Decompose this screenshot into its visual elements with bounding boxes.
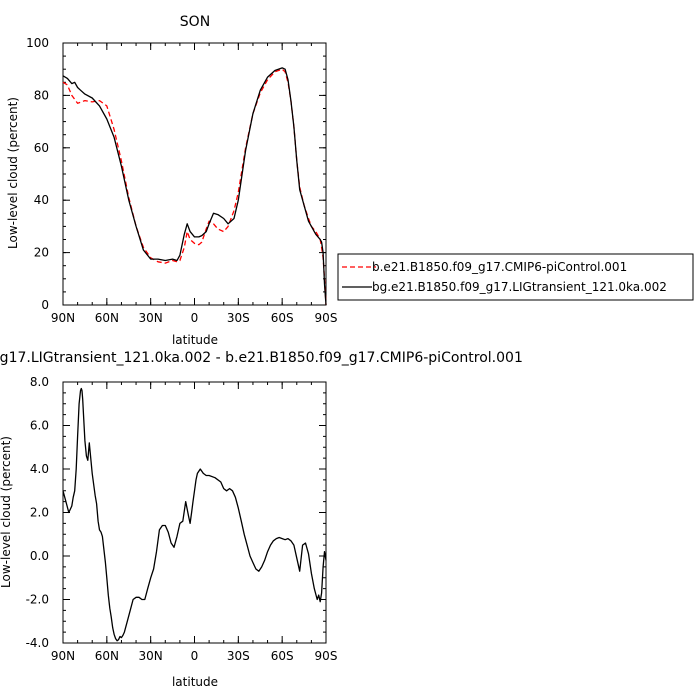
top-x-tick-label: 90N (51, 311, 75, 325)
top-x-tick-label: 60S (271, 311, 294, 325)
bottom-title: bg.e21.B1850.f09_g17.LIGtransient_121.0k… (0, 350, 523, 366)
top-x-axis-label: latitude (172, 333, 218, 347)
top-y-axis-label: Low-level cloud (percent) (6, 97, 20, 249)
bottom-y-axis-label: Low-level cloud (percent) (0, 436, 13, 588)
bottom-x-tick-label: 30S (227, 649, 250, 663)
bottom-y-tick-label: 4.0 (30, 462, 49, 476)
bottom-plot-area: 90N 60N 30N 0 30S 60S 90S -4.0 -2.0 0.0 2.0 4.0 6.0 8… (26, 375, 338, 663)
bottom-x-tick-label: 30N (139, 649, 163, 663)
legend-label-ligtransient: bg.e21.B1850.f09_g17.LIGtransient_121.0k… (372, 280, 667, 294)
top-x-tick-label: 90S (315, 311, 338, 325)
bottom-panel: bg.e21.B1850.f09_g17.LIGtransient_121.0k… (0, 350, 523, 689)
top-series-line-1 (62, 67, 327, 306)
bottom-x-tick-label: 0 (191, 649, 199, 663)
bottom-x-tick-label: 90N (51, 649, 75, 663)
bottom-y-tick-label: 0.0 (30, 549, 49, 563)
top-x-tick-label: 60N (95, 311, 119, 325)
bottom-y-tick-label: -2.0 (26, 593, 49, 607)
top-y-tick-label: 20 (34, 246, 49, 260)
legend-label-picontrol: b.e21.B1850.f09_g17.CMIP6-piControl.001 (372, 260, 627, 274)
bottom-x-tick-label: 60N (95, 649, 119, 663)
legend: b.e21.B1850.f09_g17.CMIP6-piControl.001 … (337, 253, 694, 301)
bottom-x-tick-label: 60S (271, 649, 294, 663)
bottom-y-tick-label: -4.0 (26, 636, 49, 650)
bottom-y-tick-label: 2.0 (30, 506, 49, 520)
top-y-tick-label: 40 (34, 193, 49, 207)
bottom-series-line-0 (62, 387, 327, 642)
top-plot-area: 90N 60N 30N 0 30S 60S 90S 0 20 40 60 80 100 (26, 36, 337, 325)
top-y-tick-label: 100 (26, 36, 49, 50)
top-y-tick-label: 80 (34, 88, 49, 102)
top-x-tick-label: 0 (191, 311, 199, 325)
legend-box (337, 253, 694, 301)
bottom-x-axis-label: latitude (172, 675, 218, 689)
top-x-tick-label: 30S (227, 311, 250, 325)
bottom-x-tick-label: 90S (315, 649, 338, 663)
top-y-tick-label: 0 (41, 298, 49, 312)
top-panel: SON 90N 60N 30N 0 30S 60S 90S 0 20 40 60 80 100 lati… (6, 14, 337, 347)
top-x-tick-label: 30N (139, 311, 163, 325)
top-y-tick-label: 60 (34, 141, 49, 155)
top-title: SON (180, 14, 210, 30)
bottom-y-tick-label: 6.0 (30, 419, 49, 433)
bottom-y-tick-label: 8.0 (30, 375, 49, 389)
